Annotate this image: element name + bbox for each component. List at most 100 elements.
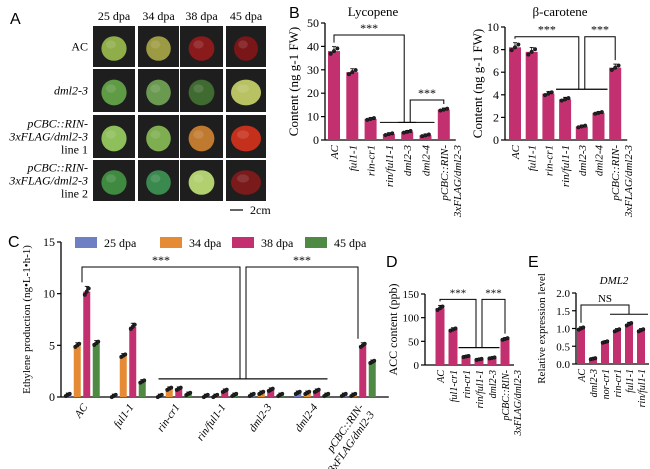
data-point <box>581 325 586 330</box>
significance-label: *** <box>360 21 378 35</box>
tomato-fruit <box>231 170 261 195</box>
chart-B-lycopene: 0 10 20 30 40 50 Lycopene Content (ng g-1 FW) AC… <box>286 4 464 218</box>
fruit-highlight <box>237 84 249 93</box>
data-point <box>629 321 634 326</box>
fruit-highlight <box>237 174 249 183</box>
data-point <box>559 98 564 103</box>
y-tick-label: 0 <box>414 360 420 372</box>
fruit-highlight <box>150 40 161 49</box>
row-label: 3xFLAG/dml2-3 <box>8 174 88 188</box>
bar <box>613 330 621 364</box>
bar <box>328 51 340 140</box>
significance-bracket <box>439 298 477 348</box>
data-point <box>169 385 174 390</box>
chart-title: DML2 <box>599 275 629 287</box>
data-point <box>440 304 445 309</box>
x-tick-label: pCBC::RIN-3xFLAG/dml2-3 <box>439 145 464 219</box>
data-point <box>513 45 518 50</box>
y-tick-label: 50 <box>307 16 319 30</box>
data-point <box>67 391 72 396</box>
y-axis-label: ACC content (ppb) <box>386 284 400 376</box>
tomato-fruit <box>101 36 127 61</box>
x-tick-label: rin/ful1-1 <box>475 370 486 408</box>
data-point <box>583 123 588 128</box>
bar <box>448 329 458 365</box>
y-tick-label: 0.0 <box>556 359 570 371</box>
data-point <box>372 358 377 363</box>
data-point <box>113 392 118 397</box>
data-point <box>215 392 220 397</box>
data-point <box>641 327 646 332</box>
data-point <box>453 326 458 331</box>
bar-38-dpa <box>83 291 91 397</box>
x-tick-label: dml2-4 <box>293 401 321 434</box>
bar <box>382 134 395 140</box>
data-point <box>371 116 376 121</box>
chart-title: β-carotene <box>533 4 588 19</box>
significance-bracket <box>81 266 241 379</box>
tomato-fruit <box>146 79 171 106</box>
significance-bracket <box>584 36 616 90</box>
bar-38-dpa <box>221 390 229 397</box>
data-point <box>613 65 618 70</box>
y-tick-label: 0 <box>313 133 319 147</box>
y-axis-label: Relative expression level <box>536 273 548 384</box>
data-point <box>509 48 514 53</box>
data-point <box>297 389 302 394</box>
x-tick-label: dml2-3 <box>488 370 499 398</box>
data-point <box>332 49 337 54</box>
bar-38-dpa <box>267 389 275 397</box>
significance-bracket <box>481 298 506 348</box>
tomato-fruit <box>101 79 127 106</box>
data-point <box>599 110 604 115</box>
data-point <box>326 391 331 396</box>
bar <box>500 338 510 365</box>
y-tick-label: 0 <box>49 390 55 404</box>
tomato-fruit <box>146 170 171 195</box>
bar-34-dpa <box>165 388 173 397</box>
bar <box>437 109 450 140</box>
x-tick-label: pCBC::RIN-3xFLAG/dml2-3 <box>501 370 524 437</box>
y-tick-label: 6 <box>493 65 499 79</box>
data-point <box>529 49 534 54</box>
tomato-fruit <box>231 125 261 152</box>
y-tick-label: 100 <box>403 313 420 325</box>
data-point <box>596 110 601 115</box>
x-tick-label: AC <box>577 369 588 383</box>
data-point <box>609 67 614 72</box>
column-header: 25 dpa <box>98 9 131 23</box>
panel-letter-B: B <box>289 5 300 22</box>
data-point <box>84 289 89 294</box>
legend-swatch <box>232 237 254 248</box>
x-tick-label: dml2-3 <box>247 401 275 434</box>
fruit-highlight <box>237 130 249 139</box>
y-axis-label: Content (ng g-1 FW) <box>470 29 485 138</box>
tomato-fruit <box>231 79 261 106</box>
bar-34-dpa <box>73 345 81 397</box>
x-tick-label: ful1-1 <box>527 145 539 171</box>
data-point <box>405 129 410 134</box>
bar <box>435 308 445 365</box>
tomato-fruit <box>101 125 127 152</box>
x-tick-label: rin/ful1-1 <box>194 402 228 443</box>
data-point <box>426 132 431 137</box>
data-point <box>86 286 91 291</box>
significance-label: *** <box>293 253 311 267</box>
data-point <box>96 339 101 344</box>
chart-title: Lycopene <box>348 4 399 19</box>
data-point <box>563 97 568 102</box>
panel-letter-C: C <box>8 234 20 251</box>
fruit-highlight <box>193 130 204 139</box>
bar <box>474 359 484 365</box>
fruit-highlight <box>150 84 161 93</box>
data-point <box>617 327 622 332</box>
bar <box>577 328 585 364</box>
data-point <box>224 387 229 392</box>
tomato-fruit <box>146 36 171 61</box>
tomato-fruit <box>188 125 215 152</box>
data-point <box>526 52 531 57</box>
data-point <box>479 356 484 361</box>
data-point <box>420 134 425 139</box>
y-tick-label: 1.5 <box>556 306 570 318</box>
